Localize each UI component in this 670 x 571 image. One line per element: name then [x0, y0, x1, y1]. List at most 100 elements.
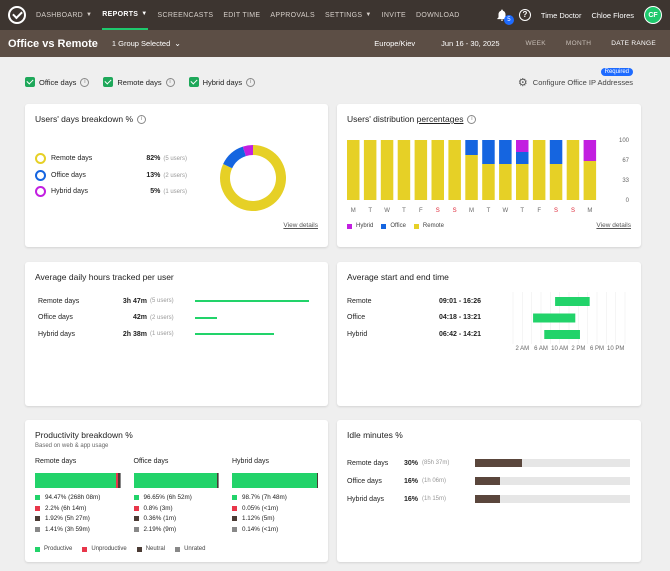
- prod-stacked-bar: [35, 473, 121, 488]
- info-icon[interactable]: i: [80, 77, 90, 87]
- card-title-text: Average start and end time: [347, 272, 449, 282]
- day-tick-label: M: [351, 208, 356, 214]
- stat-value: 0.36% (1m): [143, 515, 177, 522]
- breakdown-row-hybrid: Hybrid days 5% (1 users): [35, 186, 187, 197]
- prod-stat-row: 2.2% (6h 14m): [35, 505, 86, 512]
- notification-count-badge: 5: [503, 15, 514, 25]
- bar-office: [516, 152, 529, 164]
- view-details-link[interactable]: View details: [283, 222, 318, 229]
- idle-bar-track: [475, 477, 630, 485]
- user-name[interactable]: Chloe Flores: [591, 10, 634, 20]
- time-row: Hybrid 06:42 - 14:21: [347, 328, 497, 340]
- range-month[interactable]: MONTH: [565, 40, 592, 47]
- row-pct: 30%: [404, 459, 419, 467]
- day-tick-label: S: [453, 208, 457, 214]
- prod-stat-row: 0.8% (3m): [133, 505, 173, 512]
- card-title-text: Productivity breakdown %: [35, 430, 133, 440]
- required-badge: Required: [600, 67, 633, 76]
- time-row: Office 04:18 - 13:21: [347, 312, 497, 324]
- view-details-link[interactable]: View details: [596, 222, 631, 229]
- row-label: Office: [347, 314, 366, 321]
- nav-edit-time[interactable]: EDIT TIME: [223, 0, 260, 30]
- checkbox-checked-icon[interactable]: [188, 77, 199, 87]
- filter-remote-days[interactable]: Remote days i: [103, 77, 175, 87]
- day-tick-label: S: [571, 208, 575, 214]
- prod-seg-productive: [232, 473, 317, 488]
- nav-download[interactable]: DOWNLOAD: [416, 0, 460, 30]
- info-icon[interactable]: i: [467, 114, 477, 124]
- chevron-down-icon[interactable]: ⌄: [174, 39, 181, 48]
- bar-remote: [414, 140, 428, 200]
- time-tick-label: 2 PM: [571, 346, 586, 352]
- card-title-text: Users' distribution: [347, 114, 415, 124]
- filter-label: Office days: [39, 77, 77, 87]
- prod-seg-neutral: [316, 473, 318, 488]
- prod-seg-productive: [35, 473, 117, 488]
- time-span-bar: [544, 330, 580, 339]
- logo-icon[interactable]: [8, 6, 26, 24]
- range-date-range[interactable]: DATE RANGE: [611, 40, 656, 47]
- nav-screencasts[interactable]: SCREENCASTS: [158, 0, 214, 30]
- chevron-down-icon: ▼: [141, 11, 148, 17]
- day-tick-label: F: [419, 208, 423, 214]
- company-name[interactable]: Time Doctor: [540, 10, 582, 20]
- timezone-selector[interactable]: Europe/Kiev: [374, 39, 416, 48]
- day-tick-label: T: [520, 208, 524, 214]
- row-users: (5 users): [150, 298, 174, 304]
- legend-hybrid: Hybrid: [356, 223, 374, 229]
- remote-ring-icon: [35, 153, 46, 164]
- checkbox-checked-icon[interactable]: [25, 77, 35, 87]
- day-tick-label: M: [469, 208, 474, 214]
- info-icon[interactable]: i: [246, 77, 256, 87]
- card-title: Average daily hours tracked per user: [35, 272, 174, 282]
- bar-remote: [583, 161, 597, 200]
- gear-icon: ⚙: [517, 76, 528, 89]
- notification-bell-icon[interactable]: 5: [495, 8, 514, 25]
- configure-ip-button[interactable]: ⚙ Configure Office IP Addresses Required: [517, 67, 633, 89]
- nav-dashboard[interactable]: DASHBOARD ▼: [36, 0, 92, 30]
- nav-approvals-label: APPROVALS: [270, 11, 315, 19]
- start-end-card: Average start and end time Remote 09:01 -…: [337, 262, 641, 406]
- nav-approvals[interactable]: APPROVALS: [270, 0, 315, 30]
- idle-bar-track: [475, 495, 630, 503]
- row-detail: (1h 15m): [422, 496, 447, 502]
- legend-office: Office: [390, 223, 406, 229]
- y-tick-label: 0: [626, 198, 630, 204]
- checkbox-checked-icon[interactable]: [103, 77, 114, 87]
- nav-download-label: DOWNLOAD: [415, 11, 460, 19]
- info-icon[interactable]: i: [137, 114, 146, 124]
- help-icon[interactable]: ?: [518, 9, 531, 21]
- card-title: Productivity breakdown %: [35, 430, 133, 440]
- day-tick-label: T: [402, 208, 406, 214]
- stat-swatch: [133, 505, 139, 511]
- row-detail: (85h 37m): [422, 460, 450, 466]
- nav-reports[interactable]: REPORTS ▼: [102, 0, 148, 30]
- prod-stat-row: 0.05% (<1m): [232, 505, 278, 512]
- date-range-picker[interactable]: Jun 16 - 30, 2025: [441, 39, 500, 48]
- legend-swatch: [35, 546, 40, 552]
- row-detail: (1h 06m): [422, 478, 447, 484]
- range-week[interactable]: WEEK: [525, 40, 546, 47]
- nav-reports-label: REPORTS: [102, 10, 139, 18]
- y-tick-label: 67: [622, 158, 629, 164]
- row-label: Remote days: [347, 459, 389, 467]
- percentages-link[interactable]: percentages: [416, 114, 464, 124]
- stat-swatch: [232, 505, 237, 511]
- group-selector[interactable]: 1 Group Selected: [111, 39, 171, 48]
- row-label: Hybrid days: [51, 188, 88, 195]
- prod-seg-unproductive: [116, 473, 119, 488]
- filter-label: Remote days: [117, 77, 162, 87]
- avatar[interactable]: CF: [644, 6, 662, 24]
- stat-value: 0.14% (<1m): [242, 525, 279, 533]
- nav-settings[interactable]: SETTINGS ▼: [325, 0, 372, 30]
- bar-remote: [482, 164, 495, 200]
- prod-seg-neutral: [118, 473, 120, 488]
- bar-remote: [448, 140, 461, 200]
- filter-office-days[interactable]: Office days i: [25, 77, 90, 87]
- filter-hybrid-days[interactable]: Hybrid days i: [188, 77, 256, 87]
- time-tick-label: 10 AM: [551, 346, 569, 352]
- info-icon[interactable]: i: [165, 77, 175, 87]
- bar-remote: [532, 140, 546, 200]
- nav-invite[interactable]: INVITE: [382, 0, 406, 30]
- row-value: 3h 47m: [122, 297, 147, 305]
